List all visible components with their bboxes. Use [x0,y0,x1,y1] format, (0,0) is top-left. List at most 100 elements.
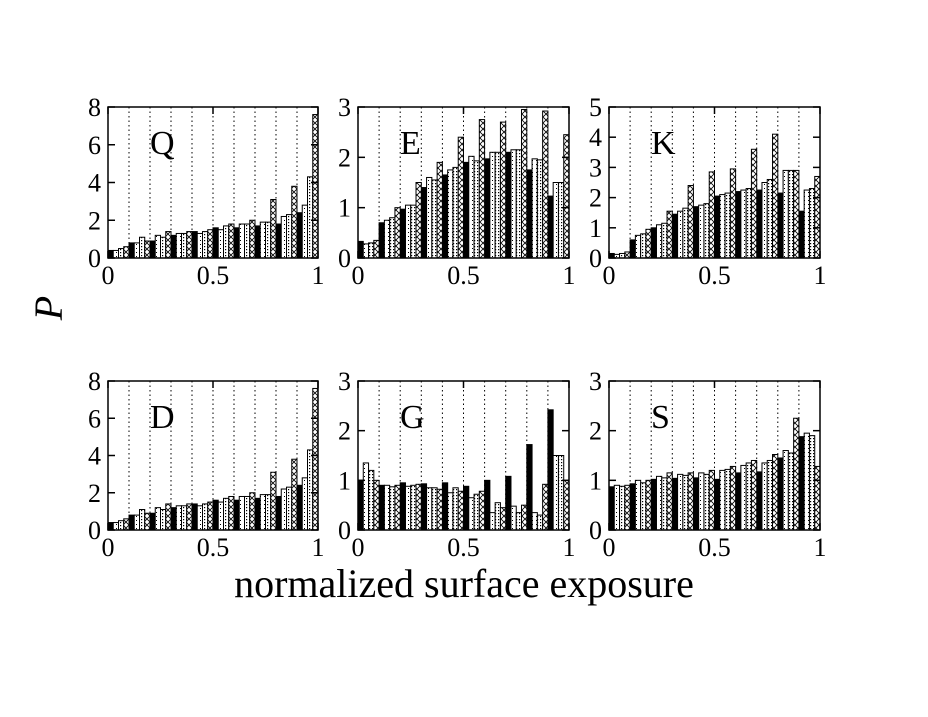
bar-dotted [766,178,774,259]
bar-solid [484,479,491,531]
bar-dotted [640,233,647,259]
bar-solid [671,477,679,531]
y-tick-label: 4 [88,169,101,198]
bar-light [238,495,245,531]
bar-dotted [661,222,668,259]
bar-dotted [223,497,230,531]
bar-crosshatch [457,490,465,531]
y-tick-label: 6 [88,131,101,160]
bar-dotted [368,242,375,259]
bar-crosshatch [624,484,631,531]
bar-light [468,155,475,259]
bar-dotted [787,452,795,531]
bar-crosshatch [312,387,319,531]
bar-dotted [265,494,272,531]
bar-solid [629,483,636,531]
y-tick-label: 1 [338,194,351,223]
bar-light [259,494,266,531]
bar-crosshatch [373,479,380,531]
bar-crosshatch [249,492,256,531]
bar-light [112,249,119,259]
bar-solid [798,210,805,259]
bar-crosshatch [165,503,172,531]
bar-dotted [118,520,125,531]
bar-solid [441,174,449,259]
bar-crosshatch [750,148,758,259]
bar-solid [756,189,763,259]
bar-solid [420,483,428,531]
x-tick-label: 1 [563,533,576,562]
bar-dotted [682,474,689,531]
bar-dotted [473,493,480,531]
bar-solid [399,208,406,259]
bar-dotted [494,151,501,259]
bar-solid [463,161,470,259]
bar-crosshatch [436,488,443,531]
bar-light [196,505,203,531]
bar-dotted [787,169,795,259]
x-tick-label: 1 [563,261,576,290]
bar-crosshatch [312,114,319,259]
bar-light [301,477,308,531]
bar-light [655,224,663,259]
bar-light [217,501,224,531]
x-tick-label: 0 [352,261,365,290]
x-tick-label: 0.5 [197,533,230,562]
panel-g: 0 1 2 3 0 0.5 1 G [338,367,576,562]
bar-solid [128,242,135,259]
bar-solid [378,484,385,531]
y-axis-title: P [26,296,71,321]
bar-dotted [160,509,167,531]
bar-dotted [160,236,167,259]
bar-dotted [661,477,668,531]
bar-light [112,522,119,531]
bar-light [383,484,391,531]
bar-light [154,507,161,531]
bar-light [447,492,454,531]
bar-dotted [286,214,293,259]
bar-crosshatch [666,472,673,531]
bar-crosshatch [499,121,507,259]
panel-label: G [400,399,425,436]
y-tick-label: 3 [589,153,602,182]
bar-solid [671,213,679,259]
y-tick-label: 6 [88,404,101,433]
bar-solid [692,206,700,259]
bar-solid [128,514,135,531]
x-tick-label: 0 [102,261,115,290]
bar-dotted [515,149,523,259]
x-tick-label: 1 [312,261,325,290]
bar-solid [399,482,406,531]
bar-solid [296,484,303,531]
bar-crosshatch [291,185,298,259]
x-tick-label: 0.5 [447,261,480,290]
bar-solid [378,222,385,259]
bar-dotted [202,231,209,259]
bar-light [489,151,496,259]
bar-light [196,232,203,259]
bar-dotted [389,217,396,259]
bar-dotted [745,462,752,531]
bar-dotted [410,204,417,259]
bar-light [803,432,810,531]
bar-crosshatch [228,495,235,531]
bar-solid [296,212,303,259]
bar-solid [191,231,198,259]
bar-crosshatch [521,109,528,259]
bar-dotted [515,512,523,531]
bar-crosshatch [291,458,298,531]
bar-dotted [307,176,314,259]
bar-crosshatch [521,504,528,531]
bar-light [677,473,684,531]
x-tick-label: 0.5 [698,533,731,562]
y-tick-label: 5 [589,93,602,122]
bar-light [280,488,287,531]
bar-solid [650,227,657,259]
bar-light [217,229,224,259]
panel-s: 0 1 2 3 0 0.5 1 S [589,367,827,562]
bar-solid [526,169,533,259]
bar-solid [735,472,742,531]
bar-crosshatch [645,479,652,531]
